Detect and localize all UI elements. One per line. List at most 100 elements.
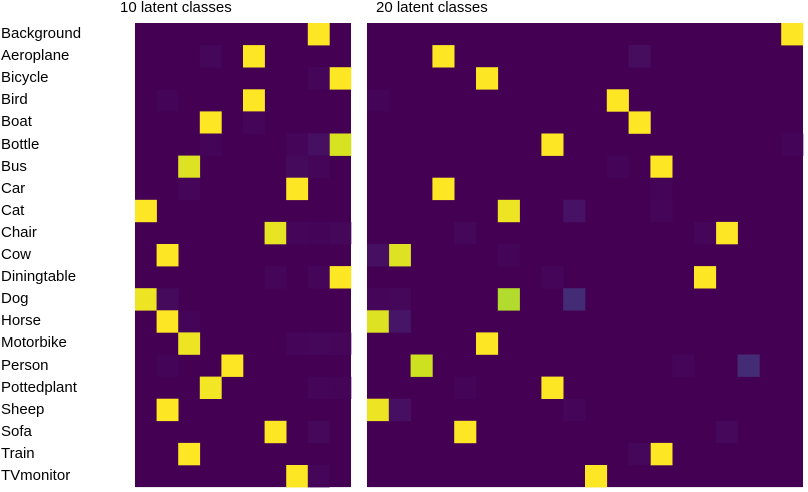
heatmap-cell (628, 442, 651, 466)
row-label-motorbike: Motorbike (1, 334, 67, 352)
heatmap-cell (307, 23, 330, 46)
row-label-bottle: Bottle (1, 135, 40, 153)
heatmap-cell (329, 67, 352, 90)
heatmap-cell (432, 45, 455, 68)
row-label-background: Background (1, 25, 82, 42)
heatmap-cell (606, 89, 629, 112)
heatmap-cell (628, 111, 651, 134)
heatmap-cell (264, 266, 287, 289)
heatmap-cell (264, 420, 287, 444)
heatmap-cell (672, 354, 695, 377)
row-label-diningtable: Diningtable (1, 268, 77, 286)
heatmap-cell (156, 398, 179, 422)
heatmap-cell (781, 23, 804, 46)
heatmap-cell (286, 465, 309, 488)
heatmap-cell (476, 332, 499, 355)
heatmap-cell (388, 288, 411, 311)
heatmap-cell (199, 45, 222, 68)
heatmap-cell (650, 155, 673, 178)
row-label-aeroplane: Aeroplane (1, 47, 70, 65)
heatmap-cell (264, 221, 287, 245)
heatmap-cell (135, 288, 157, 311)
row-label-chair: Chair (1, 223, 37, 241)
heatmap-cell (628, 45, 651, 68)
row-label-train: Train (1, 444, 35, 462)
heatmap-cell (329, 332, 352, 355)
heatmap-cell (454, 376, 477, 399)
heatmap-cell (650, 177, 673, 201)
row-label-cat: Cat (1, 201, 25, 219)
heatmap-cell (243, 111, 265, 134)
heatmap-cell (178, 177, 201, 201)
heatmap-cell (243, 45, 265, 68)
heatmap-cell (221, 354, 244, 377)
heatmap-cell (367, 398, 390, 422)
heatmap-cell (410, 354, 433, 377)
heatmap-cell (715, 221, 738, 245)
row-label-cow: Cow (1, 246, 32, 263)
heatmap-cell (156, 89, 179, 112)
heatmap-cell (307, 67, 330, 90)
heatmap-cell (497, 288, 520, 311)
heatmap-cell (286, 133, 309, 156)
panel-title-10-classes: 10 latent classes (120, 0, 232, 16)
panel-title-20-classes: 20 latent classes (376, 0, 488, 16)
heatmap-cell (432, 177, 455, 201)
row-label-person: Person (1, 356, 49, 374)
heatmap-cell (454, 221, 477, 245)
heatmap-cell (541, 376, 564, 399)
heatmap-cell (156, 244, 179, 267)
heatmap-cell (307, 376, 330, 399)
heatmap-cell (563, 199, 586, 223)
heatmap-cell (286, 155, 309, 178)
heatmap-cell (694, 266, 717, 289)
row-label-sofa: Sofa (1, 422, 32, 440)
row-label-sheep: Sheep (1, 400, 45, 418)
row-label-bird: Bird (1, 91, 28, 109)
heatmap-cell (367, 288, 390, 311)
heatmap-cell (563, 288, 586, 311)
row-label-car: Car (1, 179, 26, 197)
heatmap-cell (307, 266, 330, 289)
heatmap-cell (178, 155, 201, 178)
heatmap-cell (563, 398, 586, 422)
heatmap-cell (307, 420, 330, 444)
heatmap-cell (541, 133, 564, 156)
heatmap-cell (388, 398, 411, 422)
heatmap-cell (307, 465, 330, 488)
row-label-bicycle: Bicycle (1, 69, 49, 87)
heatmap-cell (476, 67, 499, 90)
heatmap-cell (329, 266, 352, 289)
heatmap-cell (199, 111, 222, 134)
heatmap-cell (286, 177, 309, 201)
heatmap-cell (781, 133, 804, 156)
heatmap-cell (388, 244, 411, 267)
heatmap-cell (329, 376, 352, 399)
heatmap-cell (178, 332, 201, 355)
heatmap-cell (454, 420, 477, 444)
row-label-boat: Boat (1, 113, 32, 131)
heatmap-cell (497, 244, 520, 267)
heatmap-cell (650, 442, 673, 466)
heatmap-cell (156, 288, 179, 311)
heatmap-cell (178, 310, 201, 333)
heatmap-cell (388, 310, 411, 333)
heatmap-cell (178, 442, 201, 466)
heatmap-cell (329, 133, 352, 156)
heatmap-cell (585, 465, 608, 488)
heatmap-cell (286, 221, 309, 245)
heatmap-cell (156, 310, 179, 333)
heatmap-cell (694, 221, 717, 245)
heatmap-cell (367, 244, 390, 267)
heatmap-cell (199, 133, 222, 156)
heatmap-cell (135, 199, 157, 223)
heatmap-cell (243, 89, 265, 112)
heatmap-cell (286, 332, 309, 355)
row-label-horse: Horse (1, 312, 42, 330)
row-label-bus: Bus (1, 157, 27, 175)
row-label-pottedplant: Pottedplant (1, 378, 77, 396)
row-label-dog: Dog (1, 290, 29, 308)
heatmap-cell (367, 310, 390, 333)
